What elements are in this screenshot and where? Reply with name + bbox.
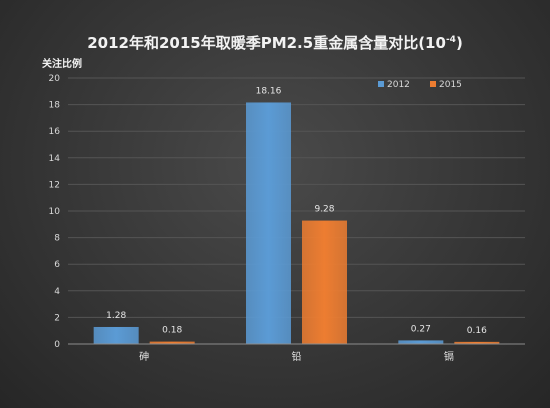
bar-2015-2 bbox=[454, 341, 500, 344]
chart-title-main: 2012年和2015年取暖季PM2.5重金属含量对比(10 bbox=[87, 34, 446, 52]
y-tick-label: 8 bbox=[54, 234, 60, 244]
gridlines bbox=[68, 77, 525, 318]
data-label: 0.27 bbox=[411, 324, 431, 334]
y-tick-label: 20 bbox=[49, 74, 61, 84]
chart-title: 2012年和2015年取暖季PM2.5重金属含量对比(10-4) bbox=[87, 34, 463, 52]
legend: 2012 2015 bbox=[378, 80, 462, 90]
bar-2015-1 bbox=[302, 220, 347, 344]
bar-2012-2 bbox=[398, 340, 444, 344]
x-tick-label: 镉 bbox=[444, 350, 454, 363]
y-tick-label: 16 bbox=[49, 127, 61, 137]
chart-title-close: ) bbox=[456, 34, 463, 52]
y-tick-label: 2 bbox=[54, 313, 60, 323]
x-tick-label: 铅 bbox=[292, 350, 302, 363]
data-label: 1.28 bbox=[106, 311, 126, 321]
y-axis-label: 关注比例 bbox=[42, 57, 82, 70]
x-tick-label: 砷 bbox=[139, 351, 149, 363]
y-tick-label: 10 bbox=[49, 207, 61, 217]
y-tick-label: 6 bbox=[54, 260, 60, 270]
bar-2012-1 bbox=[246, 102, 291, 344]
y-tick-label: 12 bbox=[49, 180, 60, 190]
y-tick-label: 4 bbox=[54, 287, 60, 297]
y-axis-ticks: 0 2 4 6 8 10 12 14 16 18 20 bbox=[49, 74, 61, 350]
y-tick-label: 0 bbox=[54, 340, 60, 350]
legend-swatch-2015 bbox=[430, 81, 436, 87]
chart-title-exponent: -4 bbox=[446, 35, 456, 45]
data-label: 0.16 bbox=[467, 326, 487, 336]
y-tick-label: 14 bbox=[49, 154, 61, 164]
x-axis-ticks: 砷铅镉 bbox=[139, 350, 454, 363]
bar-2012-0 bbox=[93, 326, 139, 344]
data-label: 0.18 bbox=[162, 326, 182, 336]
bar-2015-0 bbox=[149, 341, 195, 344]
data-label: 18.16 bbox=[256, 86, 282, 96]
bars bbox=[93, 102, 500, 344]
legend-swatch-2012 bbox=[378, 81, 384, 87]
legend-label: 2015 bbox=[439, 80, 462, 90]
data-labels: 1.28 0.18 18.16 9.28 0.27 0.16 bbox=[106, 86, 487, 335]
legend-label: 2012 bbox=[387, 80, 410, 90]
y-tick-label: 18 bbox=[49, 101, 61, 111]
data-label: 9.28 bbox=[314, 205, 334, 215]
